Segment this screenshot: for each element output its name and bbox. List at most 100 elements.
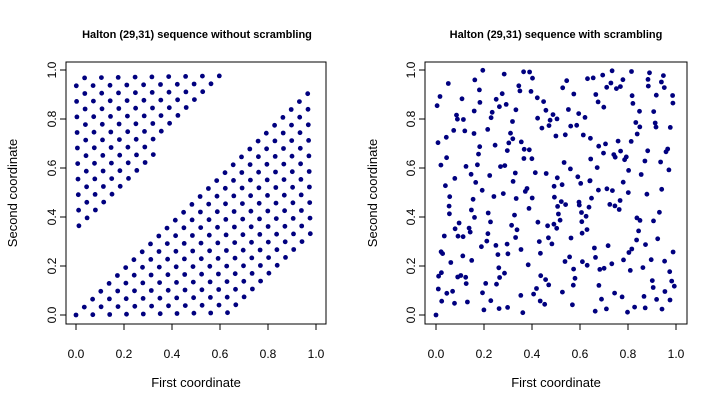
scatter-point (467, 229, 473, 235)
scatter-point (173, 233, 179, 239)
scatter-point (141, 82, 147, 88)
scatter-point (521, 69, 526, 75)
scatter-point (223, 232, 229, 238)
scatter-point (248, 193, 254, 199)
x-tick-label: 1.0 (668, 347, 685, 361)
scatter-point (290, 200, 296, 206)
scatter-point (158, 128, 164, 134)
scatter-point (106, 281, 112, 286)
scatter-point (141, 97, 147, 103)
scatter-point (588, 135, 593, 141)
scatter-point (298, 192, 304, 198)
scatter-point (550, 112, 556, 117)
scatter-point (670, 93, 675, 98)
scatter-point (659, 186, 665, 192)
scatter-point (274, 231, 279, 237)
scatter-point (241, 294, 247, 300)
scatter-point (124, 82, 130, 88)
scatter-point (91, 145, 97, 151)
scatter-point (596, 187, 601, 193)
scatter-point (281, 192, 287, 198)
scatter-point (181, 241, 187, 246)
scatter-point (471, 131, 477, 136)
scatter-point (124, 311, 129, 317)
scatter-point (472, 215, 477, 220)
scatter-point (643, 242, 648, 248)
scatter-point (493, 96, 499, 102)
scatter-point (659, 306, 665, 312)
scatter-point (435, 140, 441, 146)
scatter-point (590, 75, 596, 81)
scatter-point (133, 121, 139, 127)
scatter-point (627, 268, 633, 273)
scatter-point (547, 117, 553, 123)
scatter-point (579, 230, 585, 236)
scatter-point (266, 270, 272, 276)
scatter-point (636, 228, 641, 234)
scatter-point (115, 273, 120, 278)
scatter-point (272, 122, 277, 128)
scatter-point (216, 302, 222, 308)
scatter-point (175, 113, 181, 118)
scatter-point (231, 178, 236, 183)
scatter-point (74, 99, 79, 104)
scatter-point (190, 279, 196, 285)
scatter-point (298, 161, 303, 167)
scatter-point (491, 194, 497, 199)
scatter-point (485, 231, 491, 237)
scatter-point (216, 287, 222, 292)
scatter-point (632, 304, 637, 310)
scatter-point (198, 209, 203, 215)
scatter-point (148, 272, 154, 278)
scatter-point (463, 164, 469, 169)
scatter-point (182, 256, 187, 262)
scatter-point (468, 171, 474, 177)
x-tick-label: 0.0 (428, 347, 445, 361)
scatter-point (248, 224, 254, 230)
y-axis-label-left: Second coordinate (5, 139, 20, 247)
scatter-point (274, 262, 280, 268)
scatter-point (518, 247, 524, 252)
y-tick-label: 0.6 (404, 159, 418, 176)
scatter-point (609, 68, 615, 74)
scatter-point (140, 280, 146, 286)
scatter-point (459, 96, 465, 102)
scatter-point (158, 113, 164, 118)
scatter-point (651, 218, 656, 224)
scatter-point (166, 105, 172, 111)
scatter-point (510, 179, 516, 184)
scatter-point (83, 137, 89, 143)
scatter-point (74, 114, 80, 120)
scatter-point (535, 219, 541, 225)
scatter-point (265, 224, 271, 229)
scatter-point (465, 299, 470, 305)
scatter-point (273, 200, 279, 206)
scatter-point (667, 269, 673, 275)
scatter-point (477, 100, 483, 105)
scatter-point (570, 302, 575, 308)
scatter-point (436, 273, 441, 279)
scatter-point (441, 233, 447, 239)
y-tick-label: 0.6 (45, 159, 59, 176)
scatter-point (224, 294, 230, 300)
scatter-point (534, 286, 539, 291)
scatter-point (633, 120, 639, 125)
scatter-point (117, 137, 122, 143)
scatter-point (503, 102, 509, 107)
scatter-point (645, 77, 651, 82)
x-axis-left: 0.0 0.2 0.4 0.6 0.8 1.0 (68, 324, 325, 361)
scatter-point (265, 239, 271, 245)
scatter-point (626, 250, 632, 255)
scatter-point (584, 227, 590, 233)
scatter-point (462, 128, 468, 134)
scatter-point (116, 90, 121, 96)
scatter-point (446, 203, 452, 209)
scatter-point (183, 89, 189, 95)
scatter-point (471, 108, 477, 114)
scatter-point (189, 202, 195, 207)
scatter-point (531, 291, 536, 297)
scatter-point (642, 305, 648, 311)
scatter-point (263, 130, 269, 136)
scatter-point (74, 130, 80, 135)
scatter-point (609, 261, 615, 267)
